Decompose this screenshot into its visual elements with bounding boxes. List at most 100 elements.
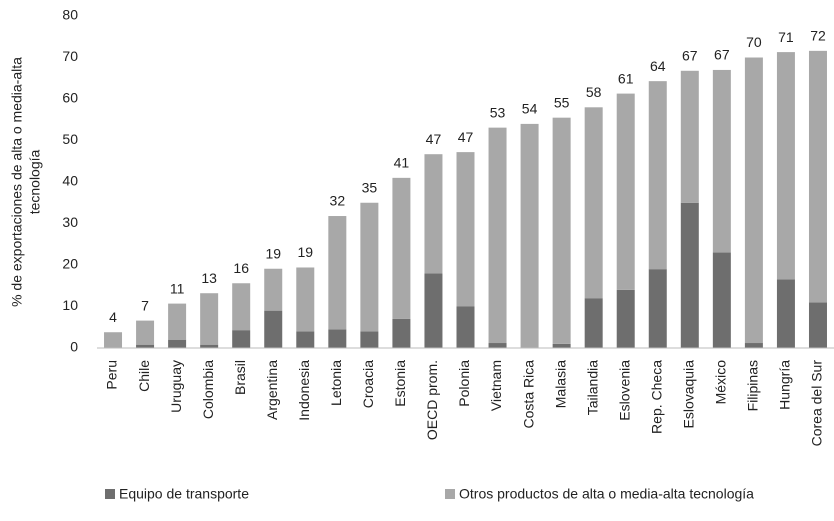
x-tick-label: Malasia	[552, 360, 568, 408]
x-tick-label: Indonesia	[296, 360, 312, 421]
total-label: 32	[330, 193, 346, 209]
bar-segment	[808, 50, 827, 303]
y-tick-label: 0	[70, 339, 78, 355]
x-tick-label: Peru	[104, 360, 120, 390]
legend-label: Equipo de transporte	[119, 486, 249, 502]
y-axis-label: % de exportaciones de alta o media-alta …	[9, 57, 43, 307]
y-tick-label: 60	[62, 90, 78, 106]
total-label: 35	[362, 179, 378, 195]
bar-segment	[392, 177, 411, 319]
bar-segment	[648, 81, 667, 270]
bar-segment	[712, 252, 731, 348]
x-tick-label: Eslovenia	[616, 360, 632, 421]
bar-segment	[104, 332, 123, 348]
bar-segment	[232, 330, 251, 348]
y-tick-label: 10	[62, 297, 78, 313]
x-tick-label: Brasil	[232, 360, 248, 395]
bar-segment	[264, 310, 283, 348]
bar-segment	[200, 344, 219, 348]
bar-segment	[744, 57, 763, 344]
total-label: 19	[297, 244, 313, 260]
bar-segment	[488, 343, 507, 348]
bar-segment	[424, 273, 443, 348]
bar-segment	[168, 339, 187, 348]
total-label: 11	[170, 280, 185, 296]
total-label: 67	[682, 47, 698, 63]
x-tick-label: Croacia	[360, 360, 376, 408]
x-tick-label: Vietnam	[488, 360, 504, 411]
x-tick-label: Rep. Checa	[648, 360, 664, 434]
x-tick-label: OECD prom.	[424, 360, 440, 440]
x-tick-label: Letonia	[328, 360, 344, 406]
bar-segment	[616, 289, 635, 348]
bar-segment	[680, 202, 699, 348]
x-tick-label: Estonia	[392, 360, 408, 407]
bar-segment	[552, 343, 571, 348]
total-label: 47	[458, 129, 474, 145]
bar-segment	[392, 318, 411, 348]
total-label: 41	[394, 155, 410, 171]
y-axis-label-line: % de exportaciones de alta o media-alta	[9, 57, 25, 307]
x-tick-label: Colombia	[200, 360, 216, 419]
total-label: 70	[746, 34, 762, 50]
x-tick-label: Chile	[136, 360, 152, 392]
total-label: 67	[714, 47, 730, 63]
bar-segment	[744, 343, 763, 348]
x-tick-label: Filipinas	[745, 360, 761, 411]
total-label: 47	[426, 131, 442, 147]
bar-segment	[520, 123, 539, 349]
x-tick-label: Costa Rica	[520, 360, 536, 429]
bar-segment	[200, 293, 219, 345]
bar-segment	[424, 154, 443, 274]
x-tick-label: Polonia	[456, 360, 472, 407]
bar-segment	[456, 306, 475, 348]
x-tick-label: Tailandia	[584, 360, 600, 415]
x-tick-label: Corea del Sur	[809, 360, 825, 447]
bar-segment	[136, 320, 155, 345]
x-tick-label: Eslovaquia	[681, 360, 697, 429]
total-label: 54	[522, 101, 538, 117]
bar-segment	[584, 298, 603, 348]
bar-segment	[680, 70, 699, 203]
bar-segment	[712, 69, 731, 253]
bar-segment	[360, 331, 379, 348]
x-tick-label: Hungría	[777, 360, 793, 410]
total-label: 58	[586, 84, 602, 100]
total-label: 53	[490, 104, 506, 120]
total-label: 16	[233, 260, 249, 276]
bar-segment	[584, 107, 603, 299]
x-tick-label: Uruguay	[168, 360, 184, 413]
y-tick-label: 20	[62, 256, 78, 272]
total-label: 71	[778, 29, 794, 45]
bar-segment	[616, 93, 635, 290]
bar-segment	[776, 52, 795, 280]
y-tick-label: 70	[62, 48, 78, 64]
x-tick-label: México	[713, 360, 729, 405]
legend-label: Otros productos de alta o media-alta tec…	[459, 486, 754, 502]
bar-segment	[328, 216, 347, 330]
bar-segment	[296, 267, 315, 332]
x-tick-label: Argentina	[264, 360, 280, 420]
y-tick-label: 50	[62, 131, 78, 147]
y-tick-label: 40	[62, 173, 78, 189]
bar-segment	[328, 329, 347, 348]
bar-segment	[168, 303, 187, 340]
bar-segment	[776, 279, 795, 348]
total-label: 7	[141, 297, 149, 313]
bar-segment	[360, 202, 379, 332]
y-tick-label: 30	[62, 214, 78, 230]
total-label: 19	[265, 245, 281, 261]
total-label: 4	[109, 309, 117, 325]
total-label: 61	[618, 70, 634, 86]
total-label: 72	[810, 28, 826, 44]
bar-segment	[264, 268, 283, 311]
bar-segment	[488, 127, 507, 344]
bar-segment	[456, 152, 475, 307]
bar-segment	[648, 269, 667, 348]
bar-segment	[136, 344, 155, 348]
y-tick-label: 80	[62, 7, 78, 23]
total-label: 55	[554, 94, 570, 110]
bar-segment	[296, 331, 315, 348]
bar-segment	[552, 117, 571, 344]
